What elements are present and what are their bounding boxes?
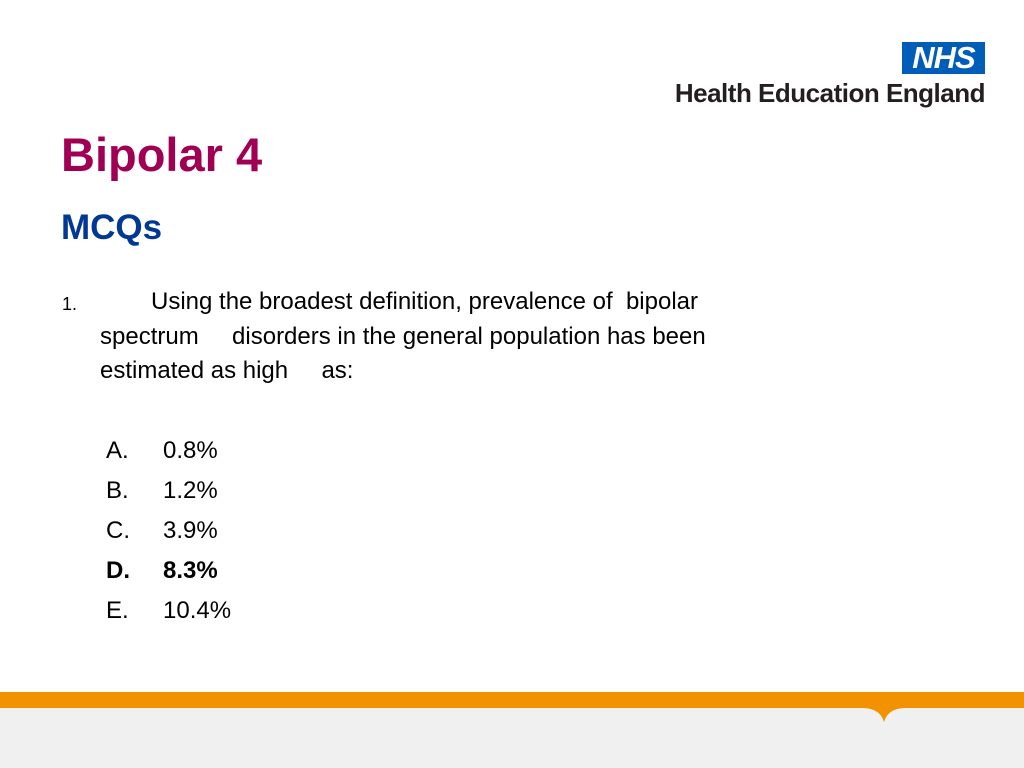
option-letter: C. [106, 517, 130, 544]
notch [862, 708, 906, 722]
question-line: spectrum disorders in the general popula… [100, 322, 706, 350]
title: Bipolar 4 [61, 128, 263, 181]
subtitle: MCQs [61, 208, 163, 247]
nhs-badge: NHS [902, 42, 985, 74]
option-text: 8.3% [163, 557, 218, 584]
organisation: Health Education England [674, 78, 986, 108]
question-number: 1. [62, 294, 78, 314]
option-text: 3.9% [163, 517, 218, 544]
option-letter: E. [106, 597, 129, 624]
question-line: estimated as high as: [100, 357, 354, 384]
option-letter: D. [106, 557, 130, 584]
question-line: Using the broadest definition, prevalenc… [151, 288, 699, 315]
option-letter: B. [106, 477, 129, 504]
option-text: 1.2% [163, 477, 218, 504]
option-letter: A. [106, 437, 129, 464]
option-text: 10.4% [163, 597, 232, 624]
option-text: 0.8% [163, 437, 218, 464]
orange-bar [0, 692, 1024, 708]
grey-bar [0, 708, 1024, 768]
